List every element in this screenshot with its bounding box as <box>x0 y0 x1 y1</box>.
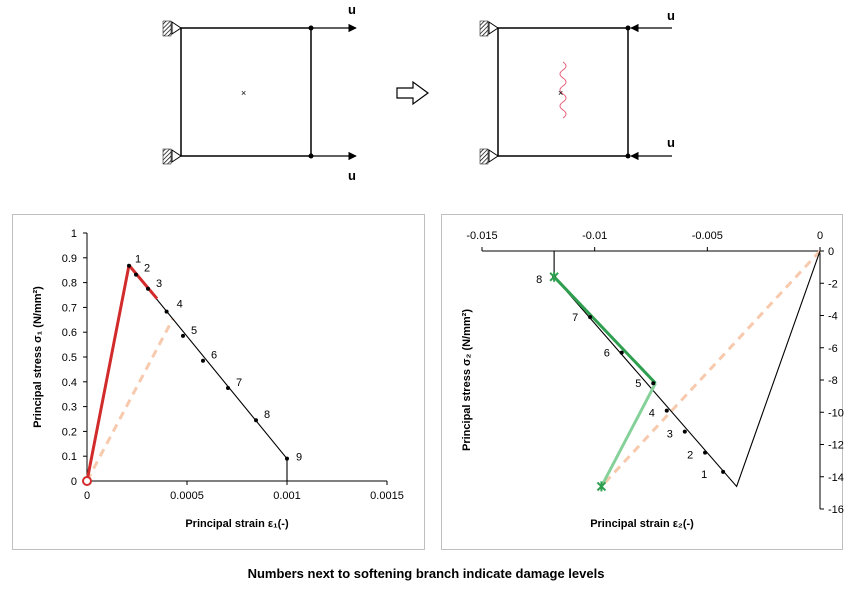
y-tick-label: 0 <box>71 476 77 488</box>
damage-point <box>721 469 726 474</box>
support-bottom-right <box>479 148 499 165</box>
y-tick-label: 0 <box>828 246 834 258</box>
end-marker <box>596 481 607 492</box>
damage-label: 5 <box>191 325 197 337</box>
y-tick-label: -14 <box>828 472 844 484</box>
y-axis-title: Principal stress σ₂ (N/mm²) <box>461 309 473 451</box>
damage-point <box>682 429 687 434</box>
damage-label: 1 <box>701 469 707 481</box>
support-top-left <box>162 20 182 37</box>
damage-label: 7 <box>236 377 242 389</box>
damage-point <box>651 381 656 386</box>
damage-point <box>181 333 185 338</box>
envelope-line <box>86 263 288 482</box>
unloading-line <box>85 317 175 482</box>
load-label-top-left: u <box>348 2 356 17</box>
y-tick-label: -2 <box>828 278 838 290</box>
load-label-bottom-left: u <box>348 168 356 183</box>
y-tick-label: 0.3 <box>62 402 77 414</box>
support-top-right <box>479 20 499 37</box>
damage-label: 1 <box>135 254 141 266</box>
damage-point <box>664 408 669 413</box>
y-tick-label: -6 <box>828 343 838 355</box>
damage-point <box>134 272 138 277</box>
load-label-top-right: u <box>667 8 675 23</box>
figure-caption: Numbers next to softening branch indicat… <box>247 566 605 581</box>
center-marker-right: × <box>558 88 563 98</box>
damage-point <box>703 450 708 455</box>
unloading-line <box>600 249 822 488</box>
damage-point <box>254 418 258 423</box>
damage-point <box>146 286 150 291</box>
load-schematic: u u × u u × <box>162 2 675 183</box>
y-tick-label: 0.1 <box>62 451 77 463</box>
center-marker-left: × <box>241 88 246 98</box>
tension-chart-panel: 0 0.0005 0.001 0.0015 0 0.1 0.2 0.3 0.4 0.5 0.6 0.7… <box>12 214 425 550</box>
damage-point <box>619 350 624 355</box>
y-tick-label: 0.4 <box>62 377 77 389</box>
damage-point <box>164 309 169 314</box>
loading-path-line <box>85 264 131 482</box>
reload-path-line <box>600 382 657 488</box>
crack-icon <box>559 61 567 119</box>
y-tick-label: -8 <box>828 375 838 387</box>
origin-marker <box>82 476 92 486</box>
y-tick-label: -12 <box>828 440 844 452</box>
support-bottom-left <box>162 148 182 165</box>
end-marker <box>549 271 559 282</box>
compression-specimen: u u × <box>479 8 675 165</box>
y-tick-label: -16 <box>828 504 844 516</box>
compression-chart: -0.015 -0.01 -0.005 00 -2 -4 -6 -8 -10 -12 -14 -16 P… <box>461 230 844 530</box>
load-label-bottom-right: u <box>667 135 675 150</box>
damage-label: 6 <box>604 348 610 360</box>
tension-chart: 0 0.0005 0.001 0.0015 0 0.1 0.2 0.3 0.4 0.5 0.6 0.7… <box>32 228 404 530</box>
y-tick-label: 0.5 <box>62 352 77 364</box>
damage-label: 8 <box>536 274 542 286</box>
compression-chart-panel: -0.015 -0.01 -0.005 0 0 -2 -4 -6 -8 -10 -12 -14 -16 P… <box>441 214 844 550</box>
y-tick-label: -4 <box>828 311 838 323</box>
y-tick-label: 0.2 <box>62 426 77 438</box>
x-axis-title: Principal strain ε₁(-) <box>185 518 289 530</box>
y-axis-title: Principal stress σ₁ (N/mm²) <box>32 286 44 428</box>
damage-label: 4 <box>649 408 655 420</box>
x-tick-label: -0.01 <box>582 230 607 242</box>
damage-label: 3 <box>156 278 162 290</box>
y-tick-label: 0.7 <box>62 302 77 314</box>
damage-label: 9 <box>296 452 302 464</box>
y-tick-label: 0.8 <box>62 278 77 290</box>
y-tick-label: -10 <box>828 407 844 419</box>
damage-point <box>201 358 205 363</box>
envelope-line <box>553 250 821 488</box>
damage-point <box>226 386 230 390</box>
damage-point <box>285 456 289 461</box>
x-tick-label: -0.015 <box>466 230 497 242</box>
x-tick-label: 0.0005 <box>170 490 204 502</box>
y-tick-label: 1 <box>71 228 77 240</box>
transition-arrow-icon <box>396 80 430 106</box>
y-tick-label: 0.9 <box>62 253 77 265</box>
x-tick-label: 0 <box>817 230 823 242</box>
x-tick-label: 0 <box>84 490 90 502</box>
y-tick-label: 0.6 <box>62 327 77 339</box>
damage-label: 8 <box>264 409 270 421</box>
x-tick-label: -0.005 <box>692 230 723 242</box>
damage-label: 6 <box>211 350 217 362</box>
damage-label: 4 <box>177 299 183 311</box>
x-tick-label: 0.0015 <box>370 490 404 502</box>
damage-label: 2 <box>144 263 150 275</box>
damage-label: 5 <box>635 378 641 390</box>
loading-path-line <box>127 264 159 300</box>
x-tick-label: 0.001 <box>273 490 301 502</box>
damage-label: 3 <box>667 429 673 441</box>
loading-path-line <box>553 275 657 385</box>
tension-specimen: u u × <box>162 2 357 183</box>
damage-label: 2 <box>687 450 693 462</box>
damage-point <box>127 263 131 268</box>
damage-label: 7 <box>572 312 578 324</box>
x-axis-title: Principal strain ε₂(-) <box>590 518 694 530</box>
damage-point <box>588 315 593 320</box>
